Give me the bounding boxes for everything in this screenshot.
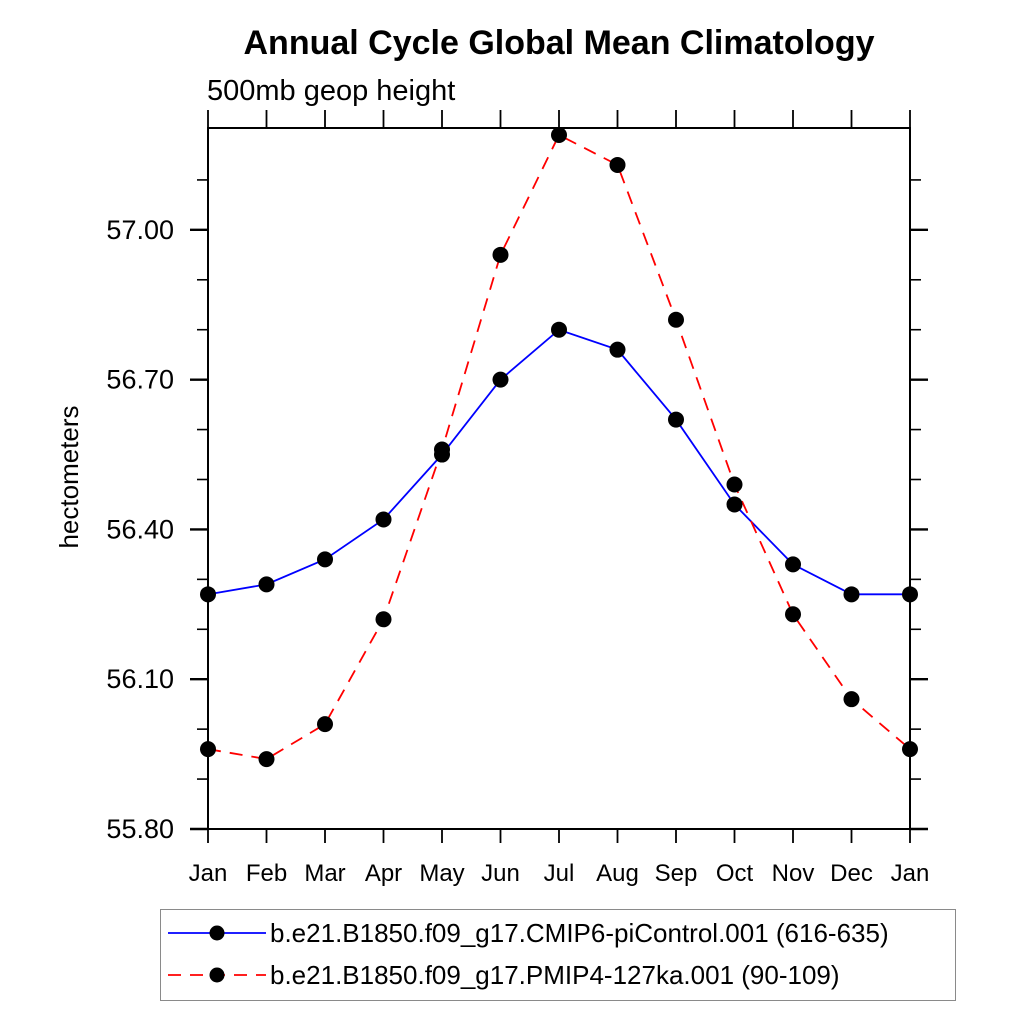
chart-title: Annual Cycle Global Mean Climatology [243, 24, 875, 62]
data-point-marker-series-1 [434, 441, 450, 458]
data-point-marker-series-0 [609, 341, 626, 358]
data-point-marker-series-0 [902, 586, 918, 603]
x-axis-tick-label: Jan [891, 860, 930, 887]
data-point-marker-series-1 [551, 126, 567, 143]
data-point-marker-series-1 [492, 246, 509, 263]
legend: b.e21.B1850.f09_g17.CMIP6-piControl.001 … [160, 909, 956, 1001]
legend-entry-pmip4: b.e21.B1850.f09_g17.PMIP4-127ka.001 (90-… [166, 959, 840, 990]
legend-label-pmip4: b.e21.B1850.f09_g17.PMIP4-127ka.001 (90-… [270, 959, 840, 990]
x-axis-tick-label: Mar [304, 860, 345, 887]
data-point-marker-series-0 [492, 371, 509, 388]
legend-entry-picontrol: b.e21.B1850.f09_g17.CMIP6-piControl.001 … [166, 917, 889, 948]
data-point-marker-series-1 [200, 741, 216, 758]
data-point-marker-series-1 [375, 611, 392, 628]
x-axis-tick-label: Sep [655, 860, 698, 887]
data-point-marker-series-1 [317, 716, 333, 733]
data-point-marker-series-0 [258, 576, 275, 593]
x-axis-tick-label: Jul [544, 860, 575, 887]
y-axis-tick-label: 57.00 [106, 215, 174, 245]
data-point-marker-series-0 [726, 496, 743, 513]
y-axis-tick-label: 56.70 [106, 365, 174, 395]
x-axis-tick-label: May [419, 860, 464, 887]
series-line-0 [207, 328, 910, 596]
data-point-marker-series-1 [843, 691, 860, 708]
plot-frame [207, 127, 911, 830]
data-point-marker-series-1 [668, 311, 684, 328]
data-point-marker-series-1 [258, 751, 275, 768]
chart-subtitle: 500mb geop height [207, 75, 456, 107]
legend-marker-icon [209, 925, 225, 941]
x-axis-tick-label: Apr [365, 860, 402, 887]
data-point-marker-series-0 [843, 586, 860, 603]
x-axis-tick-label: Nov [772, 860, 815, 887]
y-axis-tick-label: 56.40 [106, 514, 174, 544]
legend-sample-solid-line [168, 925, 266, 941]
legend-label-picontrol: b.e21.B1850.f09_g17.CMIP6-piControl.001 … [270, 917, 889, 948]
x-axis-tick-label: Dec [830, 860, 873, 887]
x-axis-tick-label: Aug [596, 860, 639, 887]
x-axis-tick-label: Feb [246, 860, 287, 887]
data-point-marker-series-1 [726, 476, 743, 493]
data-point-marker-series-1 [609, 156, 626, 173]
y-axis-tick-label: 56.10 [106, 664, 174, 694]
x-axis-tick-label: Jun [481, 860, 520, 887]
data-point-marker-series-0 [200, 586, 216, 603]
legend-marker-icon [209, 967, 225, 983]
data-point-marker-series-1 [902, 741, 918, 758]
data-point-marker-series-0 [668, 411, 684, 428]
legend-sample-dashed-line [168, 967, 266, 983]
series-line-1 [207, 133, 911, 761]
x-axis-tick-label: Oct [716, 860, 754, 887]
y-axis-tick-label: 55.80 [106, 814, 174, 844]
data-point-marker-series-0 [551, 321, 567, 338]
x-axis-tick-label: Jan [189, 860, 228, 887]
data-point-marker-series-0 [785, 556, 801, 573]
data-point-marker-series-0 [375, 511, 392, 528]
y-axis-title: hectometers [54, 405, 84, 548]
data-point-marker-series-0 [317, 551, 333, 568]
data-point-marker-series-1 [785, 606, 801, 623]
